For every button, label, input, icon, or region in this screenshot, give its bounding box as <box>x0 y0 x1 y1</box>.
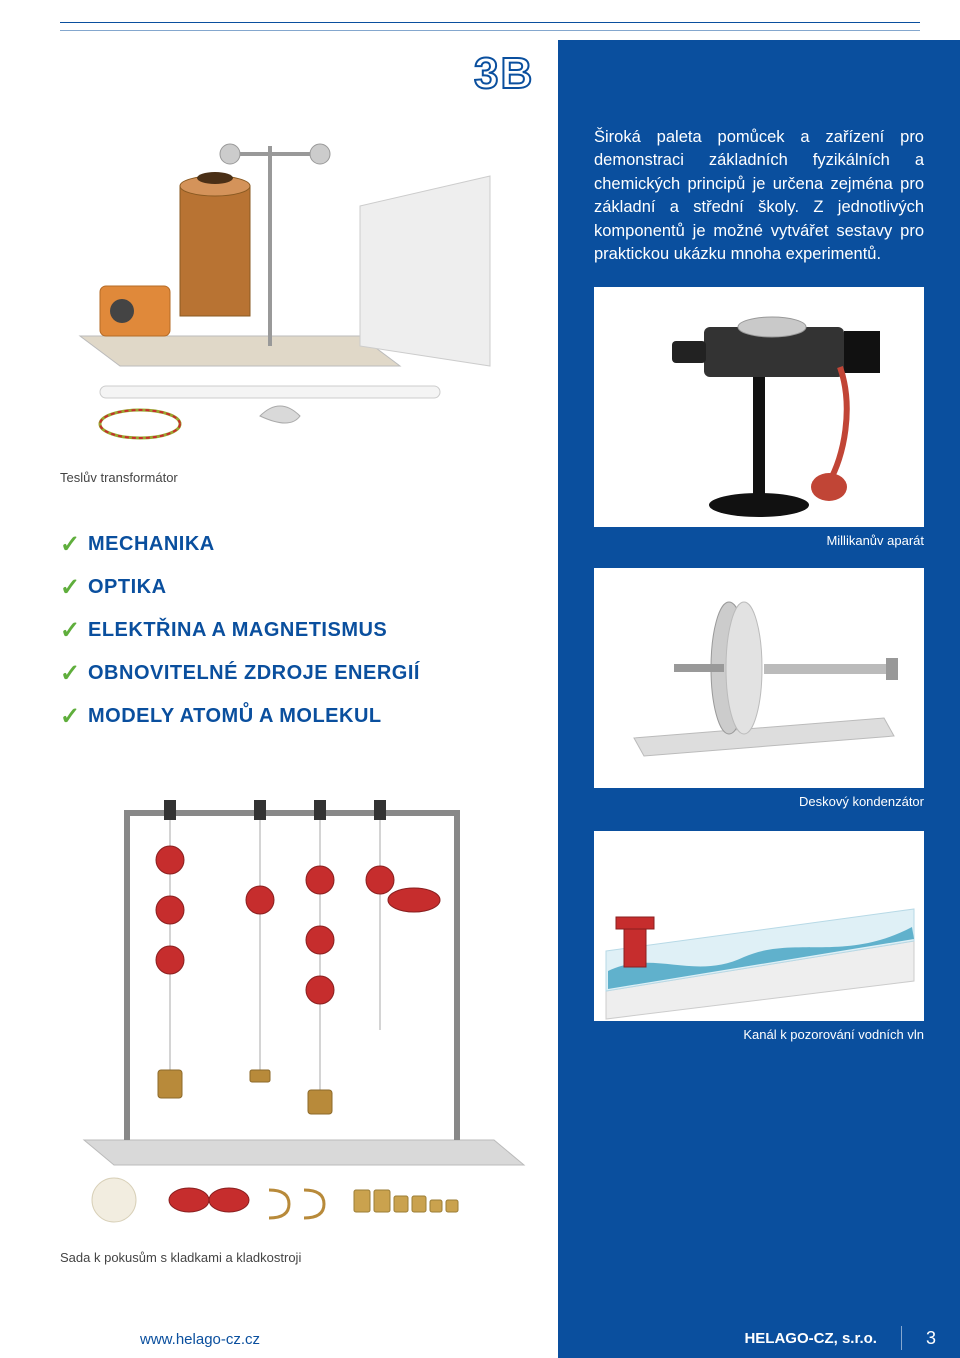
checklist-label: ELEKTŘINA A MAGNETISMUS <box>88 619 387 641</box>
product-card-millikan <box>594 287 924 527</box>
check-icon: ✓ <box>60 530 88 559</box>
caption-capacitor: Deskový kondenzátor <box>558 788 960 809</box>
right-column: Široká paleta pomůcek a zařízení pro dem… <box>558 40 960 1320</box>
intro-paragraph: Široká paleta pomůcek a zařízení pro dem… <box>558 40 960 267</box>
checklist-item: ✓MECHANIKA <box>60 530 420 559</box>
product-card-waves <box>594 831 924 1021</box>
caption-millikan: Millikanův aparát <box>558 527 960 548</box>
catalog-page: 3B SCIENTIFIC <box>0 0 960 1358</box>
checklist-label: OPTIKA <box>88 576 167 598</box>
footer-page-number: 3 <box>926 1328 936 1349</box>
check-icon: ✓ <box>60 659 88 688</box>
check-icon: ✓ <box>60 573 88 602</box>
top-rule <box>60 22 920 23</box>
product-card-capacitor <box>594 568 924 788</box>
left-column: Teslův transformátor ✓MECHANIKA ✓OPTIKA … <box>60 50 520 1310</box>
caption-waves: Kanál k pozorování vodních vln <box>558 1021 960 1042</box>
check-icon: ✓ <box>60 616 88 645</box>
checklist-item: ✓MODELY ATOMŮ A MOLEKUL <box>60 702 420 731</box>
topic-checklist: ✓MECHANIKA ✓OPTIKA ✓ELEKTŘINA A MAGNETIS… <box>60 530 420 745</box>
footer-right-block: HELAGO-CZ, s.r.o. 3 <box>558 1318 960 1358</box>
checklist-label: MECHANIKA <box>88 533 215 555</box>
caption-tesla: Teslův transformátor <box>60 470 178 485</box>
checklist-label: MODELY ATOMŮ A MOLEKUL <box>88 705 382 727</box>
check-icon: ✓ <box>60 702 88 731</box>
checklist-item: ✓OBNOVITELNÉ ZDROJE ENERGIÍ <box>60 659 420 688</box>
top-rule-secondary <box>60 30 920 31</box>
checklist-item: ✓OPTIKA <box>60 573 420 602</box>
checklist-item: ✓ELEKTŘINA A MAGNETISMUS <box>60 616 420 645</box>
footer-divider <box>901 1326 902 1350</box>
checklist-label: OBNOVITELNÉ ZDROJE ENERGIÍ <box>88 662 420 684</box>
footer-url[interactable]: www.helago-cz.cz <box>140 1331 260 1348</box>
footer-company: HELAGO-CZ, s.r.o. <box>744 1330 877 1347</box>
product-image-tesla <box>60 106 520 446</box>
caption-pulleys: Sada k pokusům s kladkami a kladkostroji <box>60 1250 301 1265</box>
product-image-pulleys <box>54 770 526 1230</box>
page-footer: www.helago-cz.cz HELAGO-CZ, s.r.o. 3 <box>0 1320 960 1358</box>
